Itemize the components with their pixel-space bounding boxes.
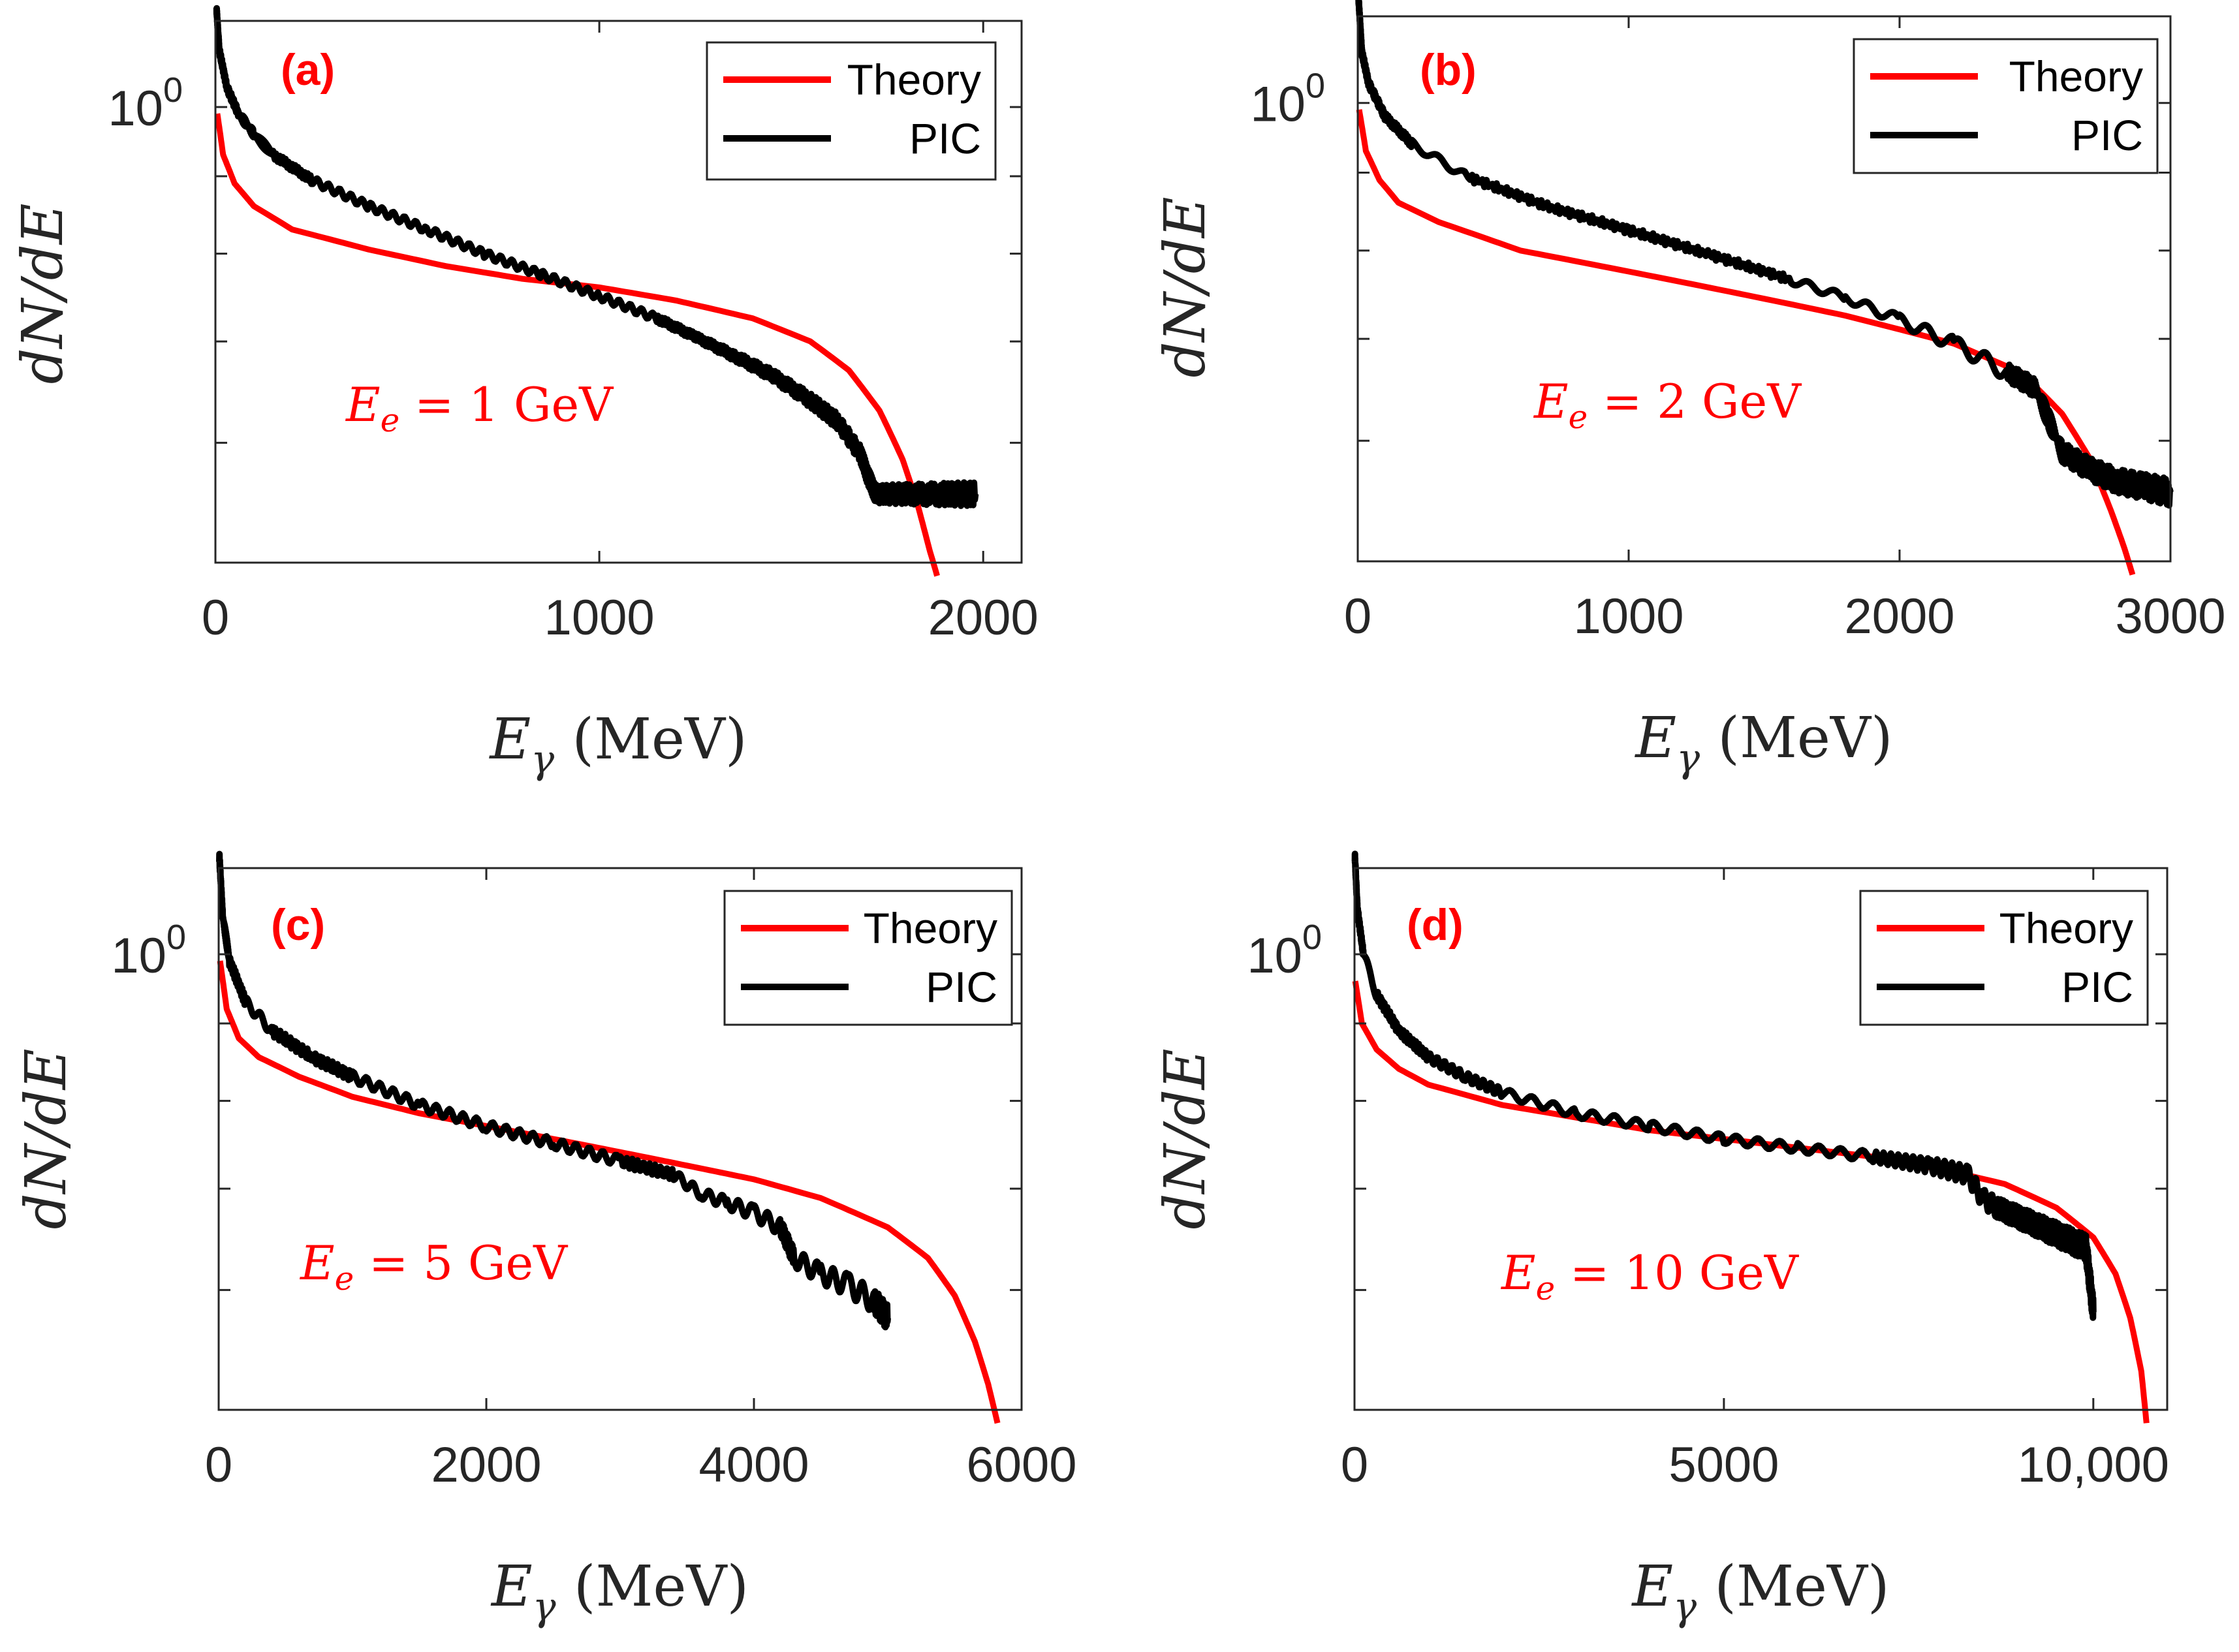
x-tick-label: 6000 xyxy=(966,1437,1076,1493)
panel-d: 0 5000 10,000 100 dN/dE Eγ (MeV) (d) Ee = 10 Ge… xyxy=(1153,850,2169,1630)
series-line-theory xyxy=(1352,980,2150,1424)
legend: Theory PIC xyxy=(706,41,997,181)
x-tick-label: 2000 xyxy=(1844,589,1954,644)
axes-box xyxy=(1356,15,2172,563)
x-axis-label: Eγ (MeV) xyxy=(1634,706,1892,781)
x-axis-label: Eγ (MeV) xyxy=(488,707,747,783)
legend-label-theory: Theory xyxy=(847,55,981,104)
x-tick-label: 5000 xyxy=(1668,1437,1779,1493)
electron-energy-annotation: Ee = 5 GeV xyxy=(299,1236,569,1298)
x-axis-label: Eγ (MeV) xyxy=(490,1554,749,1630)
legend-label-pic: PIC xyxy=(2061,963,2133,1011)
legend-box xyxy=(1859,890,2149,1026)
x-tick-label: 1000 xyxy=(1573,589,1683,644)
series-line-pic xyxy=(1355,0,2174,509)
legend-label-theory: Theory xyxy=(864,904,997,952)
x-tick-label: 0 xyxy=(202,590,229,646)
panel-label: (d) xyxy=(1407,900,1464,950)
y-tick-label: 100 xyxy=(1247,918,1322,984)
x-tick-label: 0 xyxy=(205,1437,232,1493)
electron-energy-annotation: Ee = 10 GeV xyxy=(1500,1245,1800,1307)
series-line-pic xyxy=(213,5,979,509)
legend-label-pic: PIC xyxy=(2071,111,2143,159)
panel-c: 0 2000 4000 6000 100 dN/dE Eγ (MeV) (c) Ee = 5 G… xyxy=(14,850,1077,1630)
panel-label: (a) xyxy=(281,45,335,95)
y-tick-label: 100 xyxy=(111,918,186,984)
x-tick-label: 0 xyxy=(1344,589,1371,644)
legend-box xyxy=(723,890,1013,1026)
x-tick-label: 2000 xyxy=(928,590,1039,646)
y-tick-label: 100 xyxy=(1250,67,1325,132)
series-line-pic xyxy=(216,850,891,1331)
legend: Theory PIC xyxy=(723,890,1013,1026)
y-axis-label: dN/dE xyxy=(14,1048,79,1229)
x-tick-label: 2000 xyxy=(431,1437,541,1493)
x-tick-label: 1000 xyxy=(544,590,655,646)
series-line-theory xyxy=(214,113,940,577)
y-axis-label: dN/dE xyxy=(10,203,76,384)
legend-box xyxy=(706,41,997,181)
y-axis-label: dN/dE xyxy=(1153,196,1218,377)
electron-energy-annotation: Ee = 1 GeV xyxy=(345,377,614,439)
series-line-pic xyxy=(1351,850,2097,1321)
y-tick-label: 100 xyxy=(108,70,183,136)
axes-box xyxy=(214,20,1023,564)
axes-box xyxy=(1353,867,2169,1411)
x-tick-label: 0 xyxy=(1341,1437,1368,1493)
panel-label: (c) xyxy=(271,900,325,950)
panel-label: (b) xyxy=(1420,45,1477,95)
legend-label-pic: PIC xyxy=(926,963,997,1011)
legend-label-theory: Theory xyxy=(2009,52,2143,101)
y-axis-label: dN/dE xyxy=(1153,1048,1218,1229)
legend-label-pic: PIC xyxy=(909,114,981,163)
panel-a: 0 1000 2000 100 dN/dE Eγ (MeV) (a) Ee = 1 GeV Th… xyxy=(10,5,1039,783)
panel-b: 0 1000 2000 3000 100 dN/dE Eγ (MeV) (b) Ee = 2 G… xyxy=(1153,0,2226,781)
axes-box xyxy=(217,867,1023,1411)
x-tick-label: 4000 xyxy=(698,1437,809,1493)
x-tick-label: 3000 xyxy=(2115,589,2225,644)
x-axis-label: Eγ (MeV) xyxy=(1631,1554,1889,1630)
legend-box xyxy=(1853,38,2159,174)
legend: Theory PIC xyxy=(1853,38,2159,174)
electron-energy-annotation: Ee = 2 GeV xyxy=(1533,374,1802,436)
legend-label-theory: Theory xyxy=(1999,904,2133,952)
x-tick-label: 10,000 xyxy=(2018,1437,2169,1493)
series-line-theory xyxy=(217,960,1001,1424)
legend: Theory PIC xyxy=(1859,890,2149,1026)
